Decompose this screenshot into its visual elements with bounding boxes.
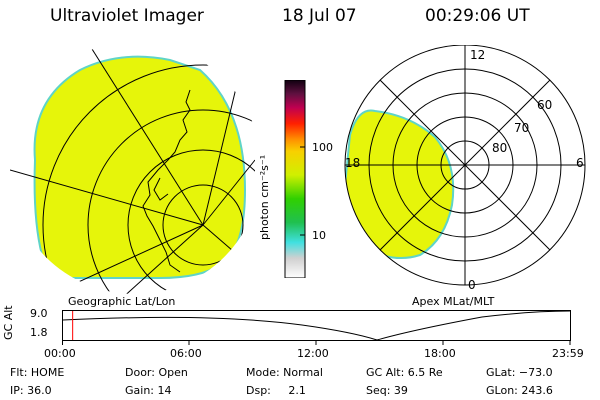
time-tick-1800: 18:00 [424,347,456,360]
time-tick-0000: 00:00 [44,347,76,360]
status-seq: Seq: 39 [366,384,408,397]
aurora-apex-region [345,109,455,260]
colorbar [284,80,306,278]
mlt-label-18: 18 [345,156,361,170]
colorbar-unit: photon cm⁻²s⁻¹ [258,154,271,240]
apex-label: Apex MLat/MLT [412,295,495,308]
colorbar-tick-10: 10 [312,229,326,242]
status-gain: Gain: 14 [125,384,172,397]
altitude-plot [62,310,571,345]
instrument-title: Ultraviolet Imager [50,6,204,26]
time-label: 00:29:06 UT [425,6,530,26]
altitude-tick-low: 1.8 [30,326,48,339]
altitude-tick-high: 9.0 [30,307,48,320]
aurora-geo-region [33,55,247,279]
geographic-map [10,42,255,294]
status-glon: GLon: 243.6 [486,384,553,397]
status-dsp: Dsp: 2.1 [246,384,306,397]
colorbar-tick-100: 100 [312,141,333,154]
mlat-label-80: 80 [492,141,508,155]
time-tick-0600: 06:00 [170,347,202,360]
mlt-label-6: 6 [576,156,584,170]
status-glat: GLat: −73.0 [486,366,553,379]
apex-polar-plot [344,45,586,286]
altitude-axis-label: GC Alt [2,305,15,340]
status-gc-alt: GC Alt: 6.5 Re [366,366,443,379]
mlt-label-12: 12 [470,48,486,62]
mlt-label-0: 0 [468,278,476,292]
mlat-label-70: 70 [514,121,530,135]
altitude-curve [62,310,571,341]
coastline [142,89,191,273]
geographic-label: Geographic Lat/Lon [68,295,176,308]
status-door: Door: Open [125,366,188,379]
status-flight: Flt: HOME [10,366,65,379]
date-label: 18 Jul 07 [282,6,357,26]
status-mode: Mode: Normal [246,366,323,379]
time-tick-1200: 12:00 [297,347,329,360]
status-ip: IP: 36.0 [10,384,52,397]
mlat-label-60: 60 [537,98,553,112]
time-tick-2359: 23:59 [552,347,584,360]
